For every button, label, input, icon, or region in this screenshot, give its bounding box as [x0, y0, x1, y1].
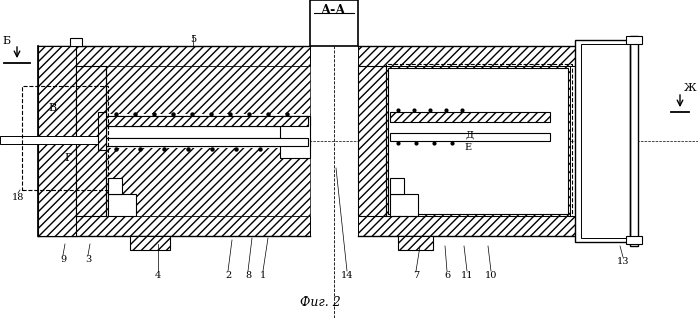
- Bar: [70, 38, 82, 46]
- Text: В: В: [48, 103, 56, 113]
- Text: 8: 8: [245, 272, 251, 280]
- Text: 2: 2: [225, 272, 231, 280]
- Bar: [626, 236, 642, 244]
- Text: 1: 1: [260, 272, 266, 280]
- Bar: [310, 0, 358, 46]
- Text: 13: 13: [617, 258, 630, 266]
- Bar: [0, 136, 106, 144]
- Polygon shape: [106, 116, 308, 126]
- Bar: [390, 133, 550, 141]
- Text: Г: Г: [64, 153, 72, 163]
- Polygon shape: [106, 66, 310, 216]
- Bar: [130, 236, 170, 250]
- Bar: [398, 236, 433, 250]
- Text: Б: Б: [2, 36, 10, 46]
- Bar: [280, 116, 310, 158]
- Bar: [630, 36, 638, 246]
- Bar: [390, 112, 550, 122]
- Bar: [386, 64, 572, 216]
- Text: 5: 5: [190, 36, 196, 45]
- Bar: [388, 68, 568, 214]
- Bar: [581, 44, 630, 238]
- Bar: [106, 114, 310, 148]
- Text: Ж: Ж: [683, 83, 697, 93]
- Polygon shape: [98, 112, 106, 150]
- Text: 7: 7: [413, 272, 419, 280]
- Bar: [390, 194, 418, 216]
- Polygon shape: [76, 66, 106, 216]
- Text: 9: 9: [60, 255, 66, 265]
- Bar: [575, 40, 630, 242]
- Bar: [390, 178, 404, 194]
- Text: 6: 6: [444, 272, 450, 280]
- Bar: [108, 178, 122, 194]
- Text: 18: 18: [12, 193, 24, 203]
- Text: 3: 3: [85, 255, 91, 265]
- Bar: [106, 138, 308, 146]
- Polygon shape: [358, 216, 630, 236]
- Text: 14: 14: [341, 272, 353, 280]
- Polygon shape: [38, 46, 310, 66]
- Bar: [626, 36, 642, 44]
- Polygon shape: [358, 66, 386, 216]
- Bar: [108, 194, 136, 216]
- Text: 11: 11: [461, 272, 473, 280]
- Bar: [22, 86, 108, 190]
- Bar: [106, 138, 310, 146]
- Text: 10: 10: [485, 272, 497, 280]
- Polygon shape: [358, 46, 630, 66]
- Polygon shape: [38, 216, 310, 236]
- Text: Фиг. 2: Фиг. 2: [299, 295, 341, 308]
- Text: А-А: А-А: [321, 3, 347, 17]
- Polygon shape: [38, 46, 76, 236]
- Text: Е: Е: [464, 143, 472, 153]
- Text: 4: 4: [155, 272, 161, 280]
- Polygon shape: [106, 116, 310, 126]
- Polygon shape: [358, 66, 570, 216]
- Text: Д: Д: [466, 130, 474, 140]
